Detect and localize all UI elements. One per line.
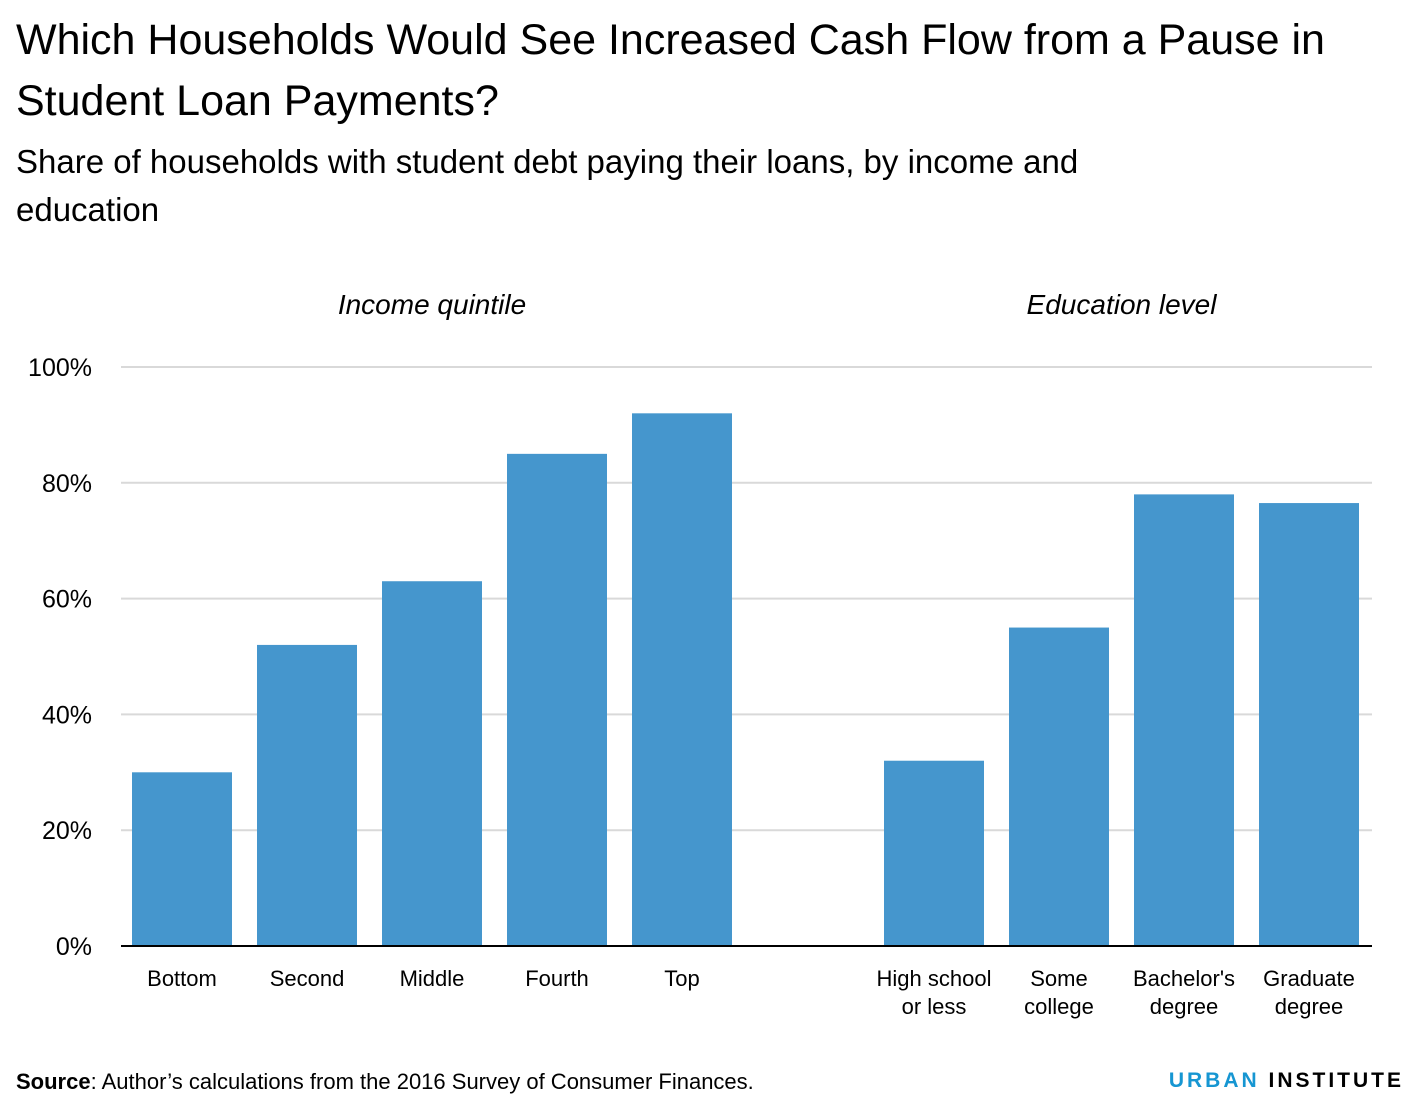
bar — [507, 453, 607, 946]
source-text: : Author’s calculations from the 2016 Su… — [90, 1069, 754, 1094]
bar — [1134, 494, 1234, 946]
bar — [382, 581, 482, 946]
y-tick-label: 80% — [42, 470, 92, 498]
x-tick-label: Graduate degree — [1263, 966, 1355, 1019]
brand-urban: URBAN — [1168, 1069, 1260, 1092]
source-label: Source — [16, 1069, 91, 1094]
chart-title: Which Households Would See Increased Cas… — [16, 16, 1325, 125]
x-tick-label: Bachelor's degree — [1133, 966, 1235, 1019]
chart-subtitle: Share of households with student debt pa… — [16, 143, 1079, 228]
group-labels: Income quintile Education level — [338, 289, 1217, 320]
x-tick-label: Middle — [400, 966, 465, 991]
y-tick-label: 0% — [56, 933, 92, 961]
x-tick-label: High school or less — [877, 966, 992, 1019]
x-tick-label: Second — [270, 966, 345, 991]
x-tick-label: Bottom — [147, 966, 217, 991]
group-label: Education level — [1027, 289, 1218, 320]
bar — [132, 772, 232, 946]
bar — [632, 413, 732, 946]
bar-chart: 0% 20% 40% 60% 80% 100% Bottom Second Middle Fou… — [28, 289, 1372, 1019]
bar — [1009, 627, 1109, 946]
y-axis-tick-labels: 0% 20% 40% 60% 80% 100% — [28, 354, 92, 961]
urban-institute-logo: URBAN INSTITUTE — [1169, 1066, 1404, 1096]
x-tick-label: Some college — [1024, 966, 1094, 1019]
bar — [1259, 503, 1359, 946]
y-tick-label: 100% — [28, 354, 92, 382]
source-note: Source: Author’s calculations from the 2… — [16, 1064, 754, 1100]
group-label: Income quintile — [338, 289, 526, 320]
y-tick-label: 60% — [42, 586, 92, 614]
bar — [257, 644, 357, 946]
x-axis-tick-labels: Bottom Second Middle Fourth Top High school or… — [147, 966, 1355, 1019]
y-tick-label: 40% — [42, 701, 92, 729]
x-tick-label: Top — [664, 966, 699, 991]
brand-institute: INSTITUTE — [1268, 1069, 1404, 1092]
x-tick-label: Fourth — [525, 966, 589, 991]
bar — [884, 760, 984, 946]
y-tick-label: 20% — [42, 817, 92, 845]
bars — [132, 413, 1359, 946]
